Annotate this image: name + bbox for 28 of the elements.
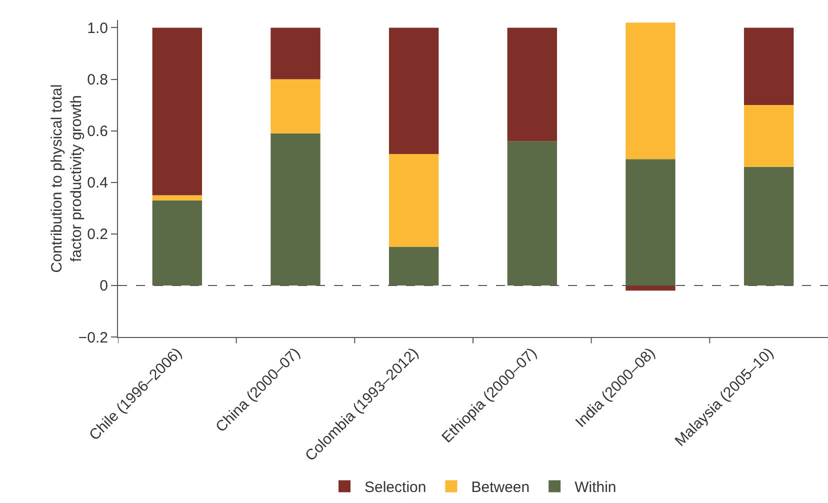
- bar: [388, 246, 439, 286]
- bar: [388, 154, 439, 247]
- legend-label: Between: [471, 479, 530, 496]
- bar: [507, 141, 558, 286]
- bar: [388, 28, 439, 154]
- y-tick-label: 0.2: [87, 226, 108, 244]
- y-axis-title: Contribution to physical total factor productivity growth: [48, 84, 86, 273]
- bar: [152, 28, 202, 196]
- bar: [626, 22, 676, 160]
- bar: [270, 28, 320, 80]
- legend-label: Within: [574, 479, 616, 496]
- bar: [744, 105, 794, 167]
- y-tick-label: 0.4: [87, 174, 108, 192]
- bar: [507, 28, 558, 142]
- bar: [152, 200, 202, 286]
- bar: [270, 79, 320, 134]
- y-tick-label: 0.8: [87, 72, 108, 89]
- legend-label: Selection: [364, 479, 426, 496]
- y-tick-label: −0.2: [78, 329, 108, 346]
- bar: [626, 159, 676, 286]
- bar: [626, 285, 676, 291]
- y-tick-label: 0.6: [87, 123, 108, 140]
- y-tick-label: 1.0: [87, 20, 108, 37]
- bar: [744, 28, 794, 106]
- bar: [270, 133, 320, 286]
- bar: [744, 166, 794, 286]
- bar: [152, 195, 202, 200]
- y-tick-label: 0: [100, 278, 108, 295]
